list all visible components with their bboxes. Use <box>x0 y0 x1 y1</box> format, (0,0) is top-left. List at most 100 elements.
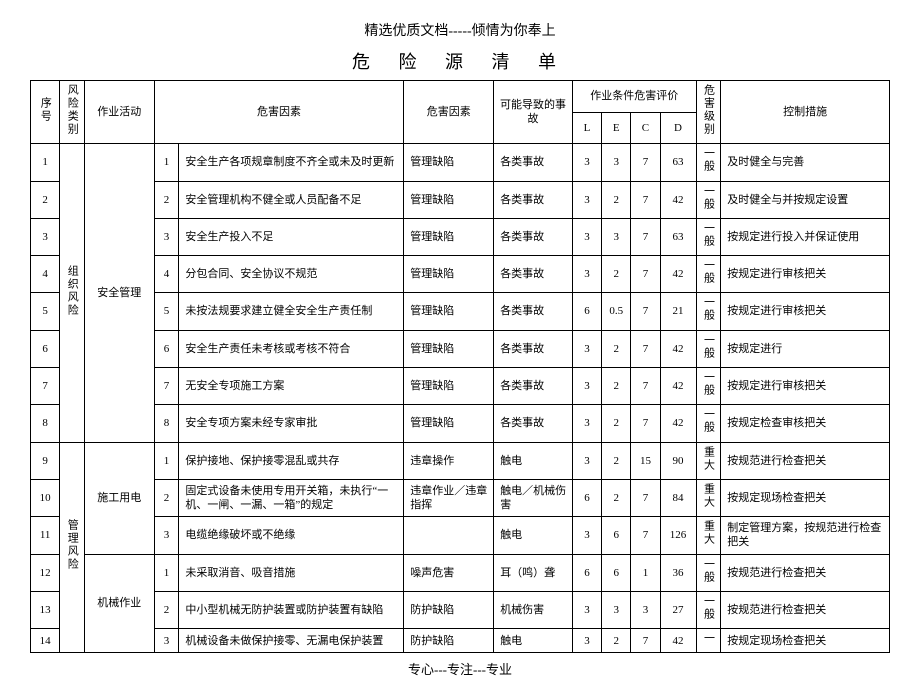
cell-C: 7 <box>631 181 660 218</box>
cell-C: 7 <box>631 144 660 181</box>
cell-measure: 按规范进行检查把关 <box>721 591 890 628</box>
cell-C: 7 <box>631 368 660 405</box>
cell-level: 一 <box>696 629 721 653</box>
cell-level: 重大 <box>696 442 721 479</box>
hazard-table: 序号 风险类别 作业活动 危害因素 危害因素 可能导致的事故 作业条件危害评价 … <box>30 80 890 653</box>
cell-E: 2 <box>602 256 631 293</box>
cell-factor: 固定式设备未使用专用开关箱，未执行“一机、一闸、一漏、一箱”的规定 <box>179 479 404 516</box>
cell-factor: 无安全专项施工方案 <box>179 368 404 405</box>
cell-type: 管理缺陷 <box>404 256 494 293</box>
cell-idx: 2 <box>154 479 179 516</box>
cell-factor: 未采取消音、吸音措施 <box>179 554 404 591</box>
table-row: 44分包合同、安全协议不规范管理缺陷各类事故32742一般按规定进行审核把关 <box>31 256 890 293</box>
cell-type: 管理缺陷 <box>404 293 494 330</box>
cell-type: 违章操作 <box>404 442 494 479</box>
cell-E: 3 <box>602 591 631 628</box>
cell-idx: 4 <box>154 256 179 293</box>
cell-accident: 机械伤害 <box>494 591 573 628</box>
cell-idx: 2 <box>154 181 179 218</box>
cell-seq: 2 <box>31 181 60 218</box>
cell-factor: 保护接地、保护接零混乱或共存 <box>179 442 404 479</box>
h-factor-type: 危害因素 <box>404 81 494 144</box>
cell-accident: 各类事故 <box>494 181 573 218</box>
cell-factor: 未按法规要求建立健全安全生产责任制 <box>179 293 404 330</box>
cell-level: 一般 <box>696 405 721 442</box>
h-eval-group: 作业条件危害评价 <box>572 81 696 113</box>
cell-type <box>404 517 494 554</box>
cell-factor: 安全专项方案未经专家审批 <box>179 405 404 442</box>
cell-D: 63 <box>660 144 696 181</box>
cell-factor: 电缆绝缘破坏或不绝缘 <box>179 517 404 554</box>
table-row: 9管理风险施工用电1保护接地、保护接零混乱或共存违章操作触电321590重大按规… <box>31 442 890 479</box>
table-row: 132中小型机械无防护装置或防护装置有缺陷防护缺陷机械伤害33327一般按规范进… <box>31 591 890 628</box>
h-D: D <box>660 112 696 144</box>
table-row: 77无安全专项施工方案管理缺陷各类事故32742一般按规定进行审核把关 <box>31 368 890 405</box>
cell-E: 2 <box>602 442 631 479</box>
table-row: 66安全生产责任未考核或考核不符合管理缺陷各类事故32742一般按规定进行 <box>31 330 890 367</box>
cell-E: 2 <box>602 330 631 367</box>
cell-seq: 8 <box>31 405 60 442</box>
h-measure: 控制措施 <box>721 81 890 144</box>
cell-accident: 各类事故 <box>494 405 573 442</box>
cell-accident: 各类事故 <box>494 293 573 330</box>
cell-D: 42 <box>660 368 696 405</box>
cell-seq: 13 <box>31 591 60 628</box>
cell-activity: 施工用电 <box>84 442 154 554</box>
cell-risk-cat: 管理风险 <box>60 442 85 653</box>
cell-idx: 8 <box>154 405 179 442</box>
cell-seq: 12 <box>31 554 60 591</box>
cell-factor: 中小型机械无防护装置或防护装置有缺陷 <box>179 591 404 628</box>
cell-type: 管理缺陷 <box>404 218 494 255</box>
cell-D: 42 <box>660 330 696 367</box>
h-accident: 可能导致的事故 <box>494 81 573 144</box>
cell-factor: 安全生产投入不足 <box>179 218 404 255</box>
cell-measure: 按规定进行审核把关 <box>721 293 890 330</box>
cell-D: 42 <box>660 405 696 442</box>
cell-measure: 按规范进行检查把关 <box>721 554 890 591</box>
cell-type: 违章作业／违章指挥 <box>404 479 494 516</box>
cell-measure: 按规定进行投入并保证使用 <box>721 218 890 255</box>
cell-L: 3 <box>572 218 601 255</box>
cell-L: 6 <box>572 554 601 591</box>
cell-C: 7 <box>631 405 660 442</box>
cell-seq: 3 <box>31 218 60 255</box>
cell-accident: 触电／机械伤害 <box>494 479 573 516</box>
cell-L: 3 <box>572 368 601 405</box>
cell-measure: 及时健全与完善 <box>721 144 890 181</box>
cell-level: 一般 <box>696 256 721 293</box>
cell-D: 63 <box>660 218 696 255</box>
table-row: 113电缆绝缘破坏或不绝缘触电367126重大制定管理方案，按规范进行检查把关 <box>31 517 890 554</box>
cell-C: 15 <box>631 442 660 479</box>
cell-L: 3 <box>572 181 601 218</box>
cell-level: 重大 <box>696 517 721 554</box>
cell-measure: 按规定检查审核把关 <box>721 405 890 442</box>
cell-idx: 3 <box>154 218 179 255</box>
cell-E: 2 <box>602 368 631 405</box>
cell-D: 126 <box>660 517 696 554</box>
cell-D: 90 <box>660 442 696 479</box>
cell-seq: 10 <box>31 479 60 516</box>
table-row: 55未按法规要求建立健全安全生产责任制管理缺陷各类事故60.5721一般按规定进… <box>31 293 890 330</box>
cell-type: 防护缺陷 <box>404 629 494 653</box>
cell-type: 管理缺陷 <box>404 405 494 442</box>
cell-accident: 各类事故 <box>494 368 573 405</box>
cell-idx: 3 <box>154 629 179 653</box>
cell-measure: 及时健全与并按规定设置 <box>721 181 890 218</box>
cell-L: 3 <box>572 256 601 293</box>
cell-C: 7 <box>631 629 660 653</box>
cell-accident: 耳（鸣）聋 <box>494 554 573 591</box>
cell-level: 重大 <box>696 479 721 516</box>
cell-activity: 安全管理 <box>84 144 154 442</box>
cell-accident: 触电 <box>494 517 573 554</box>
cell-measure: 按规定进行审核把关 <box>721 368 890 405</box>
cell-C: 7 <box>631 479 660 516</box>
cell-idx: 7 <box>154 368 179 405</box>
cell-level: 一般 <box>696 368 721 405</box>
cell-E: 6 <box>602 554 631 591</box>
cell-activity: 机械作业 <box>84 554 154 653</box>
cell-measure: 按规定进行 <box>721 330 890 367</box>
cell-level: 一般 <box>696 591 721 628</box>
cell-L: 3 <box>572 330 601 367</box>
cell-measure: 制定管理方案，按规范进行检查把关 <box>721 517 890 554</box>
cell-D: 42 <box>660 256 696 293</box>
